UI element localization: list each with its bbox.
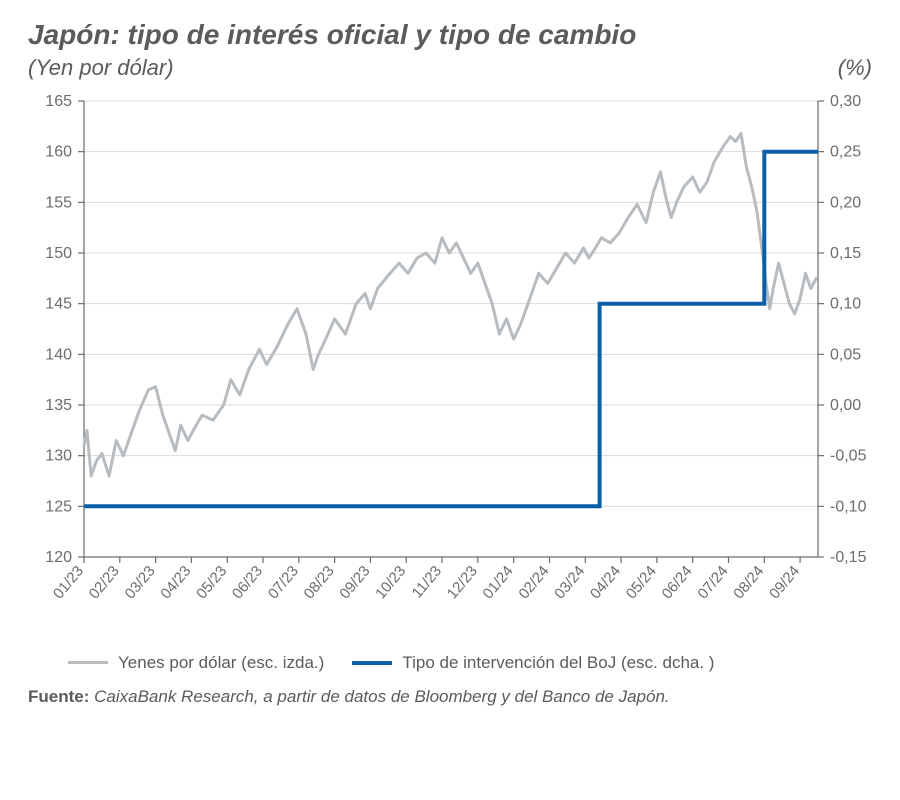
svg-text:11/23: 11/23 (409, 562, 445, 601)
svg-text:0,10: 0,10 (830, 295, 861, 312)
svg-text:01/24: 01/24 (480, 562, 517, 602)
legend-swatch-yenes (68, 661, 108, 664)
svg-text:120: 120 (45, 549, 72, 566)
svg-text:-0,15: -0,15 (830, 549, 867, 566)
svg-text:07/23: 07/23 (265, 562, 302, 602)
svg-text:0,05: 0,05 (830, 346, 861, 363)
svg-text:03/24: 03/24 (551, 562, 588, 602)
svg-text:03/23: 03/23 (122, 562, 159, 602)
svg-text:09/23: 09/23 (336, 562, 373, 602)
svg-text:165: 165 (45, 93, 72, 110)
legend-label-yenes: Yenes por dólar (esc. izda.) (118, 653, 324, 673)
svg-text:125: 125 (45, 498, 72, 515)
svg-text:0,15: 0,15 (830, 245, 861, 262)
svg-text:01/23: 01/23 (50, 562, 87, 602)
svg-text:02/23: 02/23 (86, 562, 123, 602)
legend: Yenes por dólar (esc. izda.) Tipo de int… (68, 653, 872, 673)
svg-text:-0,10: -0,10 (830, 498, 867, 515)
svg-text:09/24: 09/24 (766, 562, 803, 602)
svg-text:04/24: 04/24 (587, 562, 624, 602)
svg-text:145: 145 (45, 295, 72, 312)
legend-swatch-boj (352, 661, 392, 665)
svg-text:05/24: 05/24 (623, 562, 660, 602)
legend-label-boj: Tipo de intervención del BoJ (esc. dcha.… (402, 653, 714, 673)
svg-text:135: 135 (45, 397, 72, 414)
right-axis-title: (%) (838, 55, 872, 81)
svg-text:130: 130 (45, 447, 72, 464)
left-axis-title: (Yen por dólar) (28, 55, 174, 81)
svg-text:05/23: 05/23 (193, 562, 230, 602)
legend-item-boj: Tipo de intervención del BoJ (esc. dcha.… (352, 653, 714, 673)
source-line: Fuente: CaixaBank Research, a partir de … (28, 687, 872, 707)
svg-text:160: 160 (45, 143, 72, 160)
svg-text:-0,05: -0,05 (830, 447, 867, 464)
svg-text:12/23: 12/23 (444, 562, 481, 602)
svg-text:08/23: 08/23 (301, 562, 338, 602)
legend-item-yenes: Yenes por dólar (esc. izda.) (68, 653, 324, 673)
subtitle-row: (Yen por dólar) (%) (28, 55, 872, 81)
svg-text:07/24: 07/24 (694, 562, 731, 602)
source-label: Fuente: (28, 687, 89, 706)
svg-text:0,25: 0,25 (830, 143, 861, 160)
svg-text:04/23: 04/23 (157, 562, 194, 602)
dual-axis-line-chart: 120 125 130 135 140 145 150 155 160 165 -0,15 -0,10… (28, 87, 872, 647)
svg-text:0,00: 0,00 (830, 397, 861, 414)
svg-text:0,20: 0,20 (830, 194, 861, 211)
svg-text:06/24: 06/24 (659, 562, 696, 602)
svg-text:155: 155 (45, 194, 72, 211)
svg-text:02/24: 02/24 (515, 562, 552, 602)
svg-text:150: 150 (45, 245, 72, 262)
svg-text:10/23: 10/23 (372, 562, 409, 602)
chart-title: Japón: tipo de interés oficial y tipo de… (28, 20, 872, 51)
svg-text:06/23: 06/23 (229, 562, 266, 602)
svg-text:08/24: 08/24 (730, 562, 767, 602)
source-text: CaixaBank Research, a partir de datos de… (89, 687, 669, 706)
svg-text:0,30: 0,30 (830, 93, 861, 110)
svg-text:140: 140 (45, 346, 72, 363)
